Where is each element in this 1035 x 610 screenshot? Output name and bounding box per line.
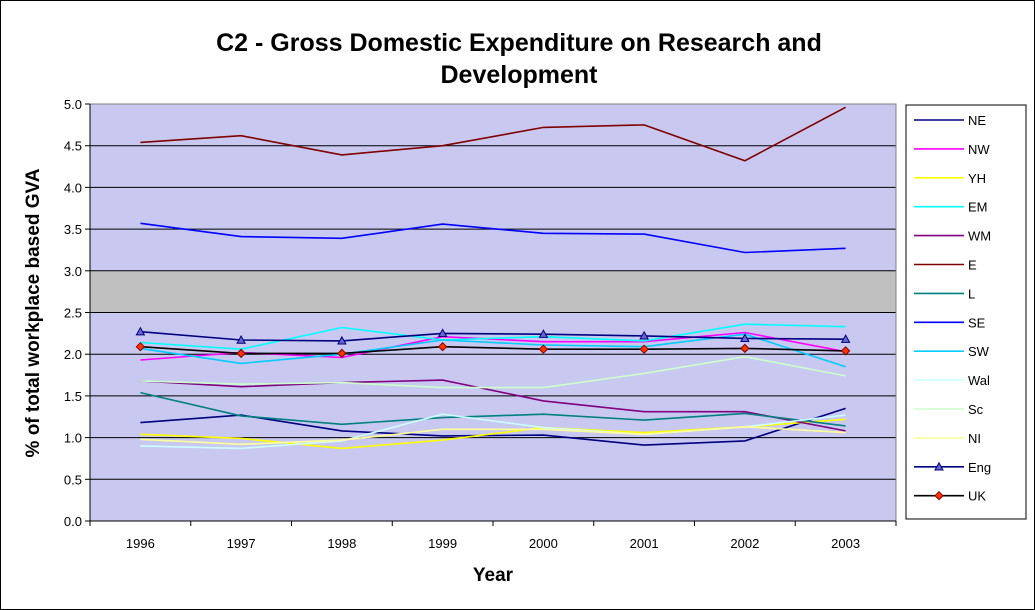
- x-tick-label: 1996: [126, 536, 155, 551]
- chart-title-line2: Development: [441, 61, 599, 89]
- point-eng: [538, 329, 549, 338]
- point-uk: [538, 344, 549, 354]
- series-line-sc: [140, 355, 846, 389]
- legend-label: E: [968, 258, 977, 273]
- x-tick-label: 1998: [327, 536, 356, 551]
- point-eng: [135, 326, 146, 336]
- legend-label: YH: [968, 171, 986, 186]
- legend-item-nw: NW: [914, 142, 990, 157]
- y-tick-label: 1.5: [64, 389, 82, 404]
- legend-item-e: E: [914, 258, 977, 273]
- y-tick-label: 3.0: [64, 264, 82, 279]
- legend-label: EM: [968, 200, 988, 215]
- point-eng: [236, 334, 246, 344]
- legend-label: NI: [968, 431, 981, 446]
- series-sw: [140, 333, 846, 368]
- legend-label: SE: [968, 315, 986, 330]
- series-sc: [140, 355, 846, 389]
- legend-item-uk: UK: [914, 489, 986, 504]
- series-line-e: [140, 106, 846, 162]
- series-se: [140, 222, 846, 254]
- y-tick-label: 4.0: [64, 180, 82, 195]
- y-axis-label: % of total workplace based GVA: [23, 168, 44, 457]
- legend-label: Sc: [968, 402, 984, 417]
- point-eng: [740, 333, 750, 343]
- y-tick-label: 0.5: [64, 472, 82, 487]
- legend-item-se: SE: [914, 315, 986, 330]
- series-line-uk: [140, 345, 846, 355]
- point-uk: [740, 343, 750, 354]
- series-line-sw: [140, 333, 846, 368]
- legend-item-sw: SW: [914, 344, 990, 359]
- legend-item-ne: NE: [914, 113, 986, 128]
- series-l: [140, 391, 846, 427]
- legend-label: NE: [968, 113, 986, 128]
- legend-label: NW: [968, 142, 990, 157]
- point-uk: [437, 341, 448, 352]
- x-tick-label: 2003: [831, 536, 860, 551]
- point-uk: [639, 344, 649, 354]
- point-eng: [337, 335, 347, 345]
- point-uk: [135, 341, 146, 352]
- point-eng: [437, 328, 448, 338]
- y-tick-label: 0.0: [64, 514, 82, 529]
- y-tick-label: 1.0: [64, 431, 82, 446]
- legend-item-wm: WM: [914, 229, 991, 244]
- x-tick-label: 1997: [227, 536, 256, 551]
- legend-label: Wal: [968, 373, 990, 388]
- legend-item-eng: Eng: [914, 460, 991, 475]
- point-eng: [934, 461, 944, 471]
- legend-item-yh: YH: [914, 171, 986, 186]
- series-line-se: [140, 222, 846, 254]
- series-line-em: [140, 323, 846, 351]
- x-axis-ticks: 1996 1997 1998 1999 2000 2001 2002 2003: [89, 521, 897, 551]
- series-line-wm: [140, 379, 846, 432]
- y-axis-ticks: 0.0 0.5 1.0 1.5 2.0 2.5 3.0 3.5 4.0 4.5 5.0: [64, 97, 90, 529]
- x-tick-label: 2001: [630, 536, 659, 551]
- legend: NE NW YH EM WM EL SE SW Wal Sc NI Eng UK: [914, 113, 991, 504]
- series-e: [140, 106, 846, 162]
- chart-title-line1: C2 - Gross Domestic Expenditure on Resea…: [216, 29, 822, 57]
- legend-label: SW: [968, 344, 990, 359]
- legend-label: UK: [968, 489, 986, 504]
- series-line-ni: [140, 425, 846, 446]
- y-tick-label: 4.5: [64, 139, 82, 154]
- series-eng: [135, 326, 851, 345]
- x-axis-label: Year: [473, 565, 514, 586]
- x-tick-label: 1999: [428, 536, 457, 551]
- point-uk: [337, 348, 347, 359]
- legend-item-l: L: [914, 286, 975, 301]
- point-uk: [934, 490, 944, 501]
- y-tick-label: 3.5: [64, 222, 82, 237]
- series-em: [140, 323, 846, 351]
- legend-item-em: EM: [914, 200, 988, 215]
- series-layer: [135, 106, 851, 450]
- y-tick-label: 2.0: [64, 347, 82, 362]
- series-line-eng: [140, 330, 846, 342]
- legend-item-wal: Wal: [914, 373, 990, 388]
- series-wm: [140, 379, 846, 432]
- legend-item-ni: NI: [914, 431, 981, 446]
- plot-band: [90, 270, 896, 313]
- series-uk: [135, 341, 851, 359]
- legend-label: L: [968, 286, 975, 301]
- legend-label: WM: [968, 229, 991, 244]
- y-tick-label: 5.0: [64, 97, 82, 112]
- legend-item-sc: Sc: [914, 402, 984, 417]
- point-uk: [840, 346, 851, 356]
- y-tick-label: 2.5: [64, 306, 82, 321]
- series-ni: [140, 425, 846, 446]
- x-tick-label: 2002: [730, 536, 759, 551]
- legend-label: Eng: [968, 460, 991, 475]
- legend-box: [905, 104, 1027, 520]
- series-line-l: [140, 391, 846, 427]
- point-eng: [840, 334, 851, 343]
- point-uk: [236, 348, 246, 359]
- point-eng: [639, 330, 649, 340]
- x-tick-label: 2000: [529, 536, 558, 551]
